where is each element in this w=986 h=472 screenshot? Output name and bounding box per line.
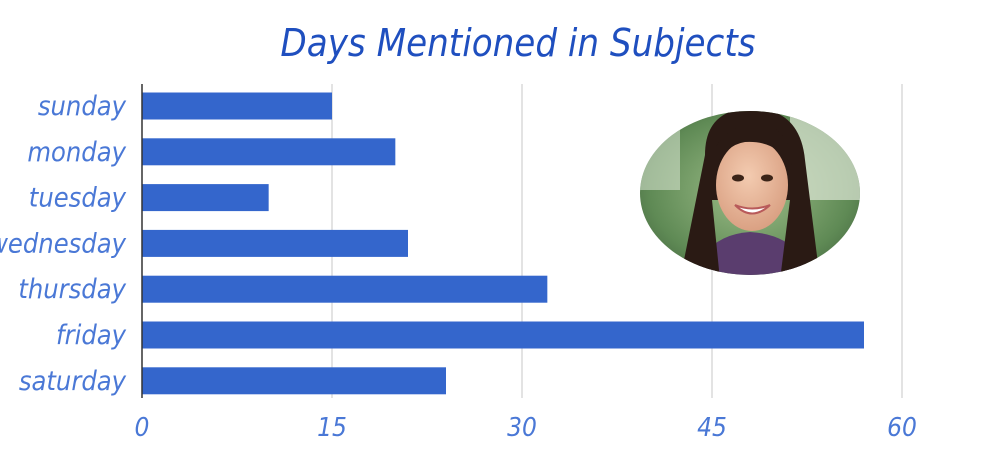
bar-monday — [142, 138, 396, 166]
x-tick-label: 15 — [317, 413, 347, 443]
category-label-monday: monday — [27, 137, 126, 168]
category-label-saturday: saturday — [19, 366, 127, 397]
bar-wednesday — [142, 229, 408, 257]
bar-saturday — [142, 367, 446, 395]
photo-of-smiling-girl-icon — [640, 111, 860, 275]
bars — [142, 92, 864, 395]
x-tick-label: 0 — [135, 413, 150, 443]
bar-sunday — [142, 92, 332, 120]
chart-title: Days Mentioned in Subjects — [280, 21, 755, 65]
category-labels: sunday monday tuesday wednesday thursday frid… — [0, 91, 127, 397]
category-label-thursday: thursday — [18, 274, 126, 305]
category-label-tuesday: tuesday — [29, 183, 127, 214]
x-tick-label: 60 — [887, 413, 917, 443]
x-tick-label: 30 — [507, 413, 537, 443]
category-label-wednesday: wednesday — [0, 228, 127, 259]
category-label-friday: friday — [56, 320, 127, 351]
x-tick-labels: 0 15 30 45 60 — [135, 413, 917, 443]
bar-thursday — [142, 275, 548, 303]
x-tick-label: 45 — [697, 413, 727, 443]
bar-tuesday — [142, 184, 269, 212]
bar-friday — [142, 321, 864, 349]
category-label-sunday: sunday — [38, 91, 127, 122]
